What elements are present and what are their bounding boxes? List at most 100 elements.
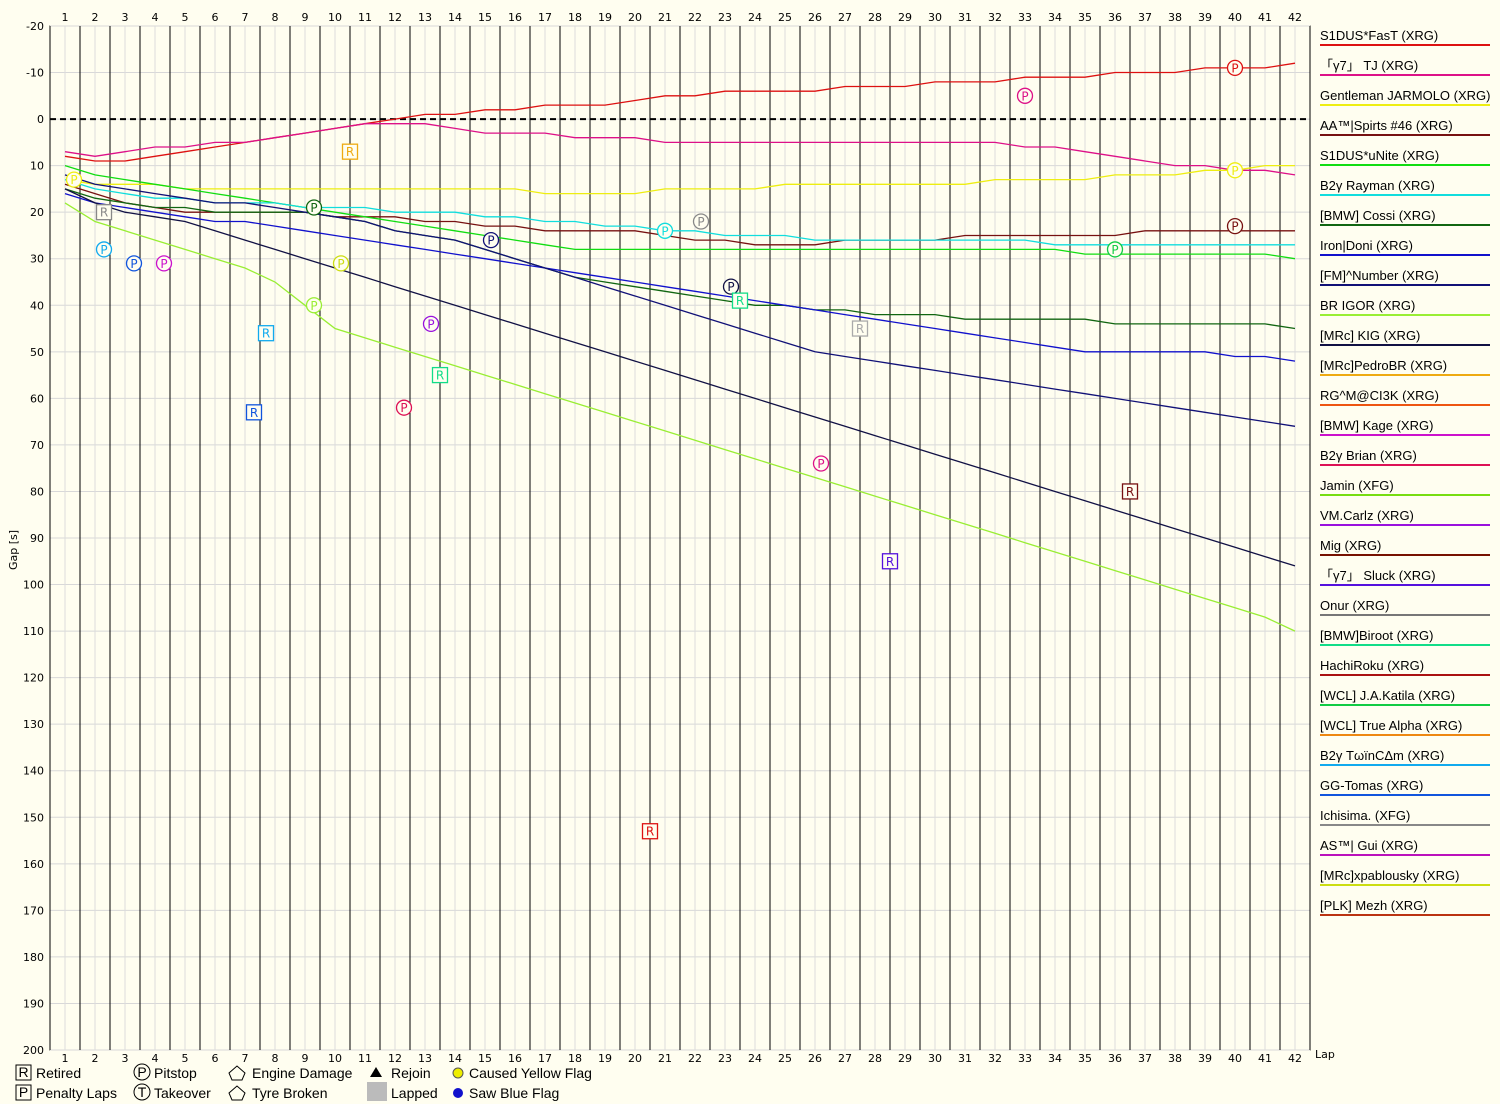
legend-entry-label: [WCL] J.A.Katila (XRG) (1320, 688, 1455, 703)
pitstop-marker (1016, 87, 1034, 104)
takeover-key-label: Takeover (154, 1085, 211, 1101)
x-tick-label-bottom: 34 (1048, 1052, 1062, 1065)
x-tick-label-bottom: 27 (838, 1052, 852, 1065)
marker-label: P (310, 201, 317, 215)
legend-entry-label: AS™| Gui (XRG) (1320, 838, 1418, 853)
y-tick-label: 190 (23, 997, 44, 1010)
x-tick-label-bottom: 12 (388, 1052, 402, 1065)
x-tick-label-top: 20 (628, 11, 642, 24)
x-tick-label-top: 39 (1198, 11, 1212, 24)
rejoin-triangle-icon (370, 1067, 382, 1077)
series-line (64, 123, 1296, 176)
retired-key-label: Retired (36, 1065, 81, 1081)
retired-marker (95, 204, 113, 221)
x-tick-label-top: 6 (212, 11, 219, 24)
x-tick-label-top: 1 (62, 11, 69, 24)
legend-entry-label: Mig (XRG) (1320, 538, 1381, 553)
x-tick-label-top: 5 (182, 11, 189, 24)
y-tick-label: -10 (26, 67, 44, 80)
y-tick-label: 10 (30, 160, 44, 173)
blue-flag-dot-icon (453, 1088, 463, 1098)
legend-entry-label: AA™|Spirts #46 (XRG) (1320, 118, 1453, 133)
legend-entry-label: RG^M@CI3K (XRG) (1320, 388, 1439, 403)
legend-entry-label: BR IGOR (XRG) (1320, 298, 1415, 313)
x-tick-label-top: 36 (1108, 11, 1122, 24)
x-tick-label-bottom: 2 (92, 1052, 99, 1065)
x-tick-label-bottom: 32 (988, 1052, 1002, 1065)
pitstop-marker (422, 315, 440, 333)
x-tick-label-bottom: 15 (478, 1052, 492, 1065)
x-tick-label-top: 34 (1048, 11, 1062, 24)
x-tick-label-top: 12 (388, 11, 402, 24)
x-tick-label-top: 29 (898, 11, 912, 24)
y-tick-label: 60 (30, 392, 44, 405)
x-tick-label-top: 23 (718, 11, 732, 24)
x-tick-label-top: 21 (658, 11, 672, 24)
marker-label: R (250, 406, 258, 420)
marker-label: P (337, 257, 344, 271)
legend-entry-label: Iron|Doni (XRG) (1320, 238, 1413, 253)
x-tick-label-top: 32 (988, 11, 1002, 24)
y-tick-label: 30 (30, 253, 44, 266)
legend-entry-label: [BMW]Biroot (XRG) (1320, 628, 1433, 643)
pitstop-marker (395, 399, 413, 416)
legend-entry-label: [FM]^Number (XRG) (1320, 268, 1439, 283)
marker-label: P (310, 299, 317, 313)
marker-label: P (1231, 61, 1238, 75)
x-tick-label-bottom: 37 (1138, 1052, 1152, 1065)
x-tick-label-bottom: 28 (868, 1052, 882, 1065)
marker-label: P (1111, 243, 1118, 257)
retired-marker (257, 325, 275, 342)
x-tick-label-top: 38 (1168, 11, 1182, 24)
pitstop-marker (1226, 162, 1244, 179)
pitstop-key-symbol: P (137, 1064, 146, 1080)
x-tick-label-bottom: 3 (122, 1052, 129, 1065)
legend-entry-label: [MRc]xpablousky (XRG) (1320, 868, 1459, 883)
penalty-key-icon (15, 1084, 32, 1101)
x-tick-label-bottom: 19 (598, 1052, 612, 1065)
engine-damage-icon (228, 1065, 246, 1081)
series-line (64, 178, 1295, 246)
legend-entry-label: Ichisima. (XFG) (1320, 808, 1410, 823)
series-line (64, 192, 1296, 362)
yellow-flag-key-label: Caused Yellow Flag (469, 1065, 592, 1081)
series-line (64, 174, 1296, 427)
y-tick-label: 170 (23, 904, 44, 917)
x-tick-label-top: 7 (242, 11, 249, 24)
legend-entry-label: 「γ7」 TJ (XRG) (1320, 58, 1418, 73)
marker-label: P (160, 257, 167, 271)
blue-flag-key-label: Saw Blue Flag (469, 1085, 559, 1101)
marker-label: P (1021, 89, 1028, 103)
y-tick-label: 200 (23, 1044, 44, 1057)
x-tick-label-bottom: 29 (898, 1052, 912, 1065)
x-tick-label-top: 2 (92, 11, 99, 24)
pitstop-marker (692, 213, 710, 230)
marker-label: R (100, 206, 108, 220)
x-tick-label-top: 11 (358, 11, 372, 24)
y-tick-label: 110 (23, 625, 44, 638)
x-tick-label-bottom: 23 (718, 1052, 732, 1065)
y-tick-label: 120 (23, 672, 44, 685)
x-tick-label-bottom: 11 (358, 1052, 372, 1065)
rejoin-key-label: Rejoin (391, 1065, 431, 1081)
marker-label: R (436, 369, 444, 383)
retired-marker (731, 292, 749, 309)
legend-entry-label: 「γ7」 Sluck (XRG) (1320, 568, 1436, 583)
marker-label: P (130, 257, 137, 271)
x-tick-label-bottom: 13 (418, 1052, 432, 1065)
x-tick-label-bottom: 20 (628, 1052, 642, 1065)
x-tick-label-bottom: 9 (302, 1052, 309, 1065)
x-axis-label: Lap (1315, 1048, 1335, 1061)
retired-marker (431, 366, 449, 384)
x-tick-label-bottom: 35 (1078, 1052, 1092, 1065)
x-tick-label-bottom: 6 (212, 1052, 219, 1065)
marker-label: P (400, 401, 407, 415)
legend-entry-label: B2γ TωïnCΔm (XRG) (1320, 748, 1444, 763)
pitstop-marker (125, 255, 143, 272)
x-tick-label-bottom: 7 (242, 1052, 249, 1065)
pitstop-marker (722, 278, 740, 295)
x-tick-label-bottom: 1 (62, 1052, 69, 1065)
legend-entry-label: HachiRoku (XRG) (1320, 658, 1424, 673)
x-tick-label-bottom: 24 (748, 1052, 762, 1065)
